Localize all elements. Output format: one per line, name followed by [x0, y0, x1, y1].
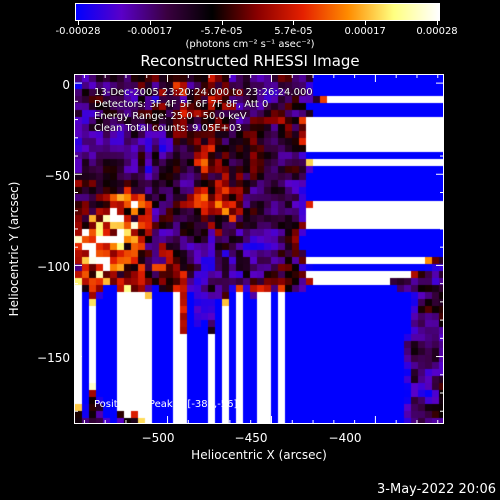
colorbar-tick-label: 5.7e-05	[274, 26, 313, 37]
colorbar-tick-label: 0.00028	[416, 26, 458, 37]
colorbar-tick-label: -0.00028	[55, 26, 101, 37]
plot-title: Reconstructed RHESSI Image	[140, 52, 360, 70]
colorbar-tick	[437, 21, 438, 25]
time-range-annotation: 13-Dec-2005 23:20:24.000 to 23:26:24.000	[94, 87, 313, 98]
y-tick-label: −100	[37, 260, 70, 274]
rhessi-heatmap	[75, 75, 443, 423]
detectors-annotation: Detectors: 3F 4F 5F 6F 7F 8F, Att 0	[94, 99, 269, 110]
y-axis-label: Heliocentric Y (arcsec)	[7, 181, 21, 317]
colorbar-tick	[365, 21, 367, 25]
energy-range-annotation: Energy Range: 25.0 - 50.0 keV	[94, 111, 247, 122]
image-plot: 13-Dec-2005 23:20:24.000 to 23:26:24.000…	[74, 74, 444, 424]
y-tick-label: −150	[37, 351, 70, 365]
clean-counts-annotation: Clean Total counts: 9.05E+03	[94, 123, 242, 134]
peak-position-annotation: Position of Peak = [-387,-56]	[94, 399, 238, 410]
x-tick-label: −450	[234, 431, 268, 445]
colorbar-tick	[78, 21, 79, 25]
y-tick-label: −50	[44, 169, 70, 183]
colorbar-tick-label: 0.00017	[344, 26, 386, 37]
colorbar-tick	[293, 21, 295, 25]
colorbar-units: (photons cm⁻² s⁻¹ asec⁻²)	[185, 39, 315, 50]
colorbar-tick-label: -0.00017	[127, 26, 173, 37]
datestamp: 3-May-2022 20:06	[377, 482, 496, 497]
y-tick-label: 0	[62, 78, 70, 92]
colorbar-tick-label: -5.7e-05	[200, 26, 243, 37]
colorbar	[75, 3, 440, 21]
colorbar-tick	[221, 21, 223, 25]
x-axis-label: Heliocentric X (arcsec)	[191, 448, 327, 462]
x-tick-label: −500	[141, 431, 175, 445]
colorbar-tick	[149, 21, 151, 25]
x-tick-label: −400	[328, 431, 362, 445]
